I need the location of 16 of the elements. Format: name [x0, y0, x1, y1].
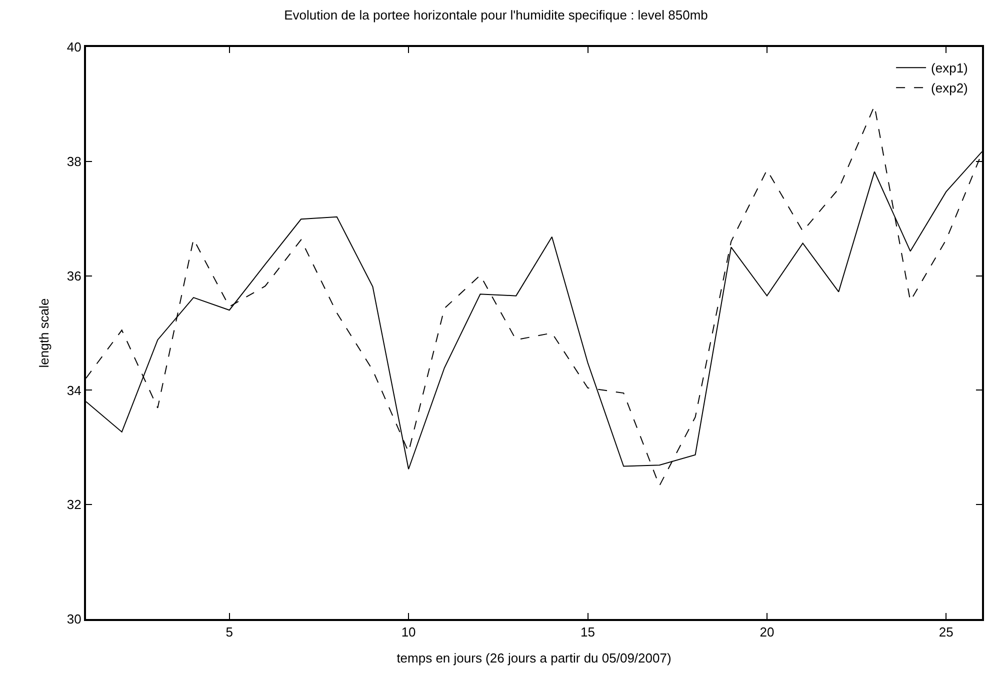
legend-label: (exp2): [931, 80, 968, 96]
x-tick-label: 5: [226, 624, 233, 640]
y-tick-label: 32: [66, 497, 82, 512]
legend-label: (exp1): [931, 60, 968, 76]
y-axis-title: length scale: [36, 298, 52, 368]
y-tick-label: 36: [66, 268, 82, 284]
x-tick-label: 25: [938, 624, 954, 640]
x-tick-label: 20: [760, 624, 774, 640]
y-tick-label: 34: [66, 382, 82, 398]
y-tick-label: 40: [66, 40, 82, 55]
x-axis-title: temps en jours (26 jours a partir du 05/09/2007): [396, 650, 672, 666]
x-tick-label: 10: [401, 624, 416, 640]
x-tick-label: 15: [580, 624, 595, 640]
chart-title: Evolution de la portee horizontale pour l'humidite specifique : level 850mb: [284, 7, 708, 22]
y-tick-label: 38: [66, 154, 82, 169]
y-tick-label: 30: [66, 612, 82, 627]
